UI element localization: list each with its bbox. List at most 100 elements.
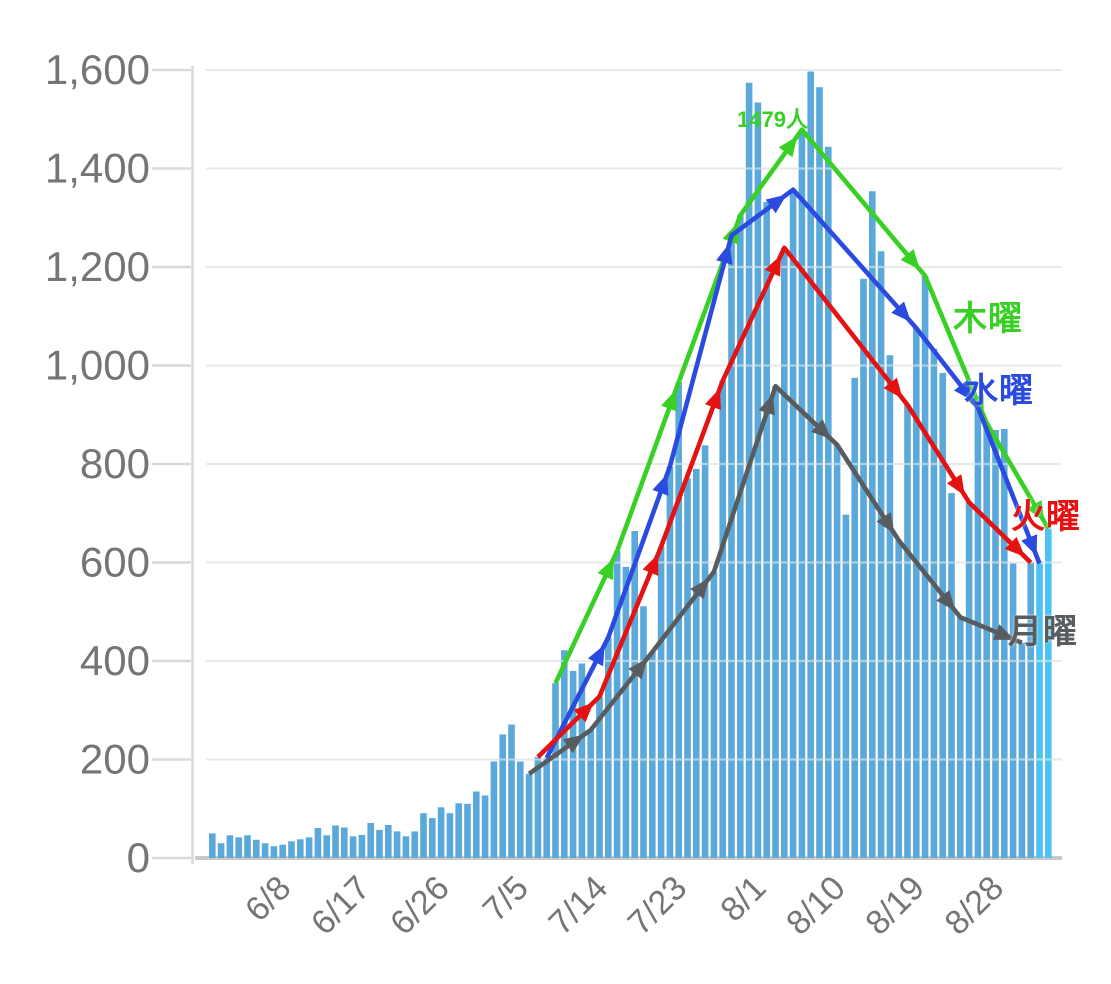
bar-8/8 (816, 87, 823, 858)
bar-8/9 (825, 146, 832, 859)
bar-6/4 (244, 835, 251, 858)
bar-8/31 (1018, 642, 1026, 858)
bar-6/27 (446, 813, 454, 858)
bar-6/28 (455, 803, 462, 858)
bar-7/24 (684, 478, 691, 858)
bar-6/13 (323, 835, 330, 858)
y-axis-label: 1,600 (45, 46, 150, 93)
x-axis-label: 8/1 (713, 869, 773, 929)
bar-7/8 (543, 758, 550, 858)
bar-6/26 (437, 807, 445, 858)
x-axis-label: 6/8 (238, 869, 298, 929)
bar-6/5 (253, 839, 260, 858)
arrowhead-tuesday (642, 554, 659, 576)
bar-7/28 (719, 380, 726, 858)
bar-6/22 (402, 836, 410, 858)
arrowhead-monday (992, 624, 1015, 640)
bar-7/16 (613, 551, 621, 858)
bar-6/10 (297, 839, 304, 858)
bar-8/28 (992, 430, 999, 858)
arrowhead-tuesday (1004, 536, 1025, 557)
bar-7/6 (525, 773, 533, 858)
arrowhead-monday (628, 658, 648, 680)
x-axis-label: 6/17 (304, 869, 378, 943)
bar-8/30 (1009, 563, 1017, 858)
bar-6/12 (314, 828, 322, 858)
arrowhead-thursday (778, 136, 798, 158)
bar-7/26 (701, 445, 709, 858)
arrowhead-wednesday (1021, 534, 1038, 556)
y-axis-label: 1,400 (45, 145, 150, 192)
bar-6/15 (341, 827, 348, 858)
arrowhead-monday (690, 578, 709, 600)
bar-7/29 (728, 235, 735, 858)
bar-6/7 (270, 846, 278, 858)
x-axis-label: 7/14 (541, 869, 615, 943)
x-axis-label: 8/10 (779, 869, 853, 943)
bar-6/16 (349, 836, 357, 858)
bar-7/15 (605, 637, 612, 858)
bar-7/2 (490, 761, 498, 858)
bar-8/21 (930, 348, 938, 858)
y-axis-label: 200 (80, 736, 150, 783)
arrowhead-wednesday (891, 301, 911, 323)
bar-8/15 (877, 251, 885, 858)
bar-7/11 (569, 670, 577, 858)
y-axis-label: 400 (80, 637, 150, 684)
bar-8/25 (965, 502, 973, 858)
arrowhead-tuesday (705, 388, 721, 410)
arrowhead-tuesday (947, 474, 965, 496)
bar-6/20 (385, 825, 392, 858)
bar-8/19 (913, 328, 920, 859)
bar-8/23 (948, 493, 955, 858)
y-axis-label: 0 (127, 834, 150, 881)
bar-7/14 (596, 696, 603, 858)
bar-7/12 (578, 663, 586, 858)
bar-6/6 (261, 843, 269, 858)
bar-8/27 (983, 423, 990, 858)
bar-7/20 (649, 652, 656, 858)
bar-7/1 (481, 795, 489, 858)
bar-7/22 (666, 466, 674, 858)
arrowhead-monday (936, 590, 956, 611)
bar-8/10 (833, 444, 841, 858)
arrowhead-thursday (1026, 500, 1045, 522)
bar-6/9 (288, 841, 295, 858)
x-axis-label: 7/5 (476, 869, 536, 929)
bar-9/1 (1027, 562, 1034, 858)
arrowhead-wednesday (716, 243, 733, 265)
x-axis-label: 8/28 (937, 869, 1011, 943)
arrowhead-monday (811, 419, 832, 440)
bar-9/3 (1045, 528, 1052, 858)
bar-8/22 (939, 372, 946, 858)
bar-8/17 (895, 540, 902, 858)
arrowhead-tuesday (883, 377, 903, 399)
bar-7/17 (622, 566, 630, 858)
bar-8/4 (781, 247, 788, 859)
bar-7/30 (737, 215, 744, 859)
arrowhead-wednesday (652, 474, 669, 496)
bar-9/2 (1036, 563, 1043, 858)
arrowhead-monday (563, 734, 585, 754)
bar-8/3 (772, 386, 779, 858)
bar-8/18 (904, 404, 911, 858)
y-axis-label: 1,000 (45, 342, 150, 389)
bar-6/18 (367, 823, 374, 858)
bar-7/7 (534, 757, 542, 858)
bar-8/12 (851, 377, 858, 858)
series-label-tuesday: 火曜 (1011, 498, 1081, 536)
bar-7/19 (640, 606, 647, 858)
y-axis-label: 1,200 (45, 243, 150, 290)
bar-7/18 (631, 531, 638, 858)
bar-8/16 (886, 355, 894, 858)
series-label-thursday: 木曜 (953, 300, 1023, 338)
arrowhead-monday (876, 512, 895, 534)
bar-7/10 (561, 650, 568, 858)
x-axis-label: 8/19 (858, 869, 932, 943)
bar-6/21 (393, 831, 401, 858)
peak-value-annotation: 1479人 (737, 107, 808, 132)
bar-6/19 (376, 829, 383, 858)
bar-8/29 (1001, 429, 1008, 858)
arrowhead-thursday (661, 389, 678, 412)
series-label-monday: 月曜 (1008, 613, 1078, 651)
